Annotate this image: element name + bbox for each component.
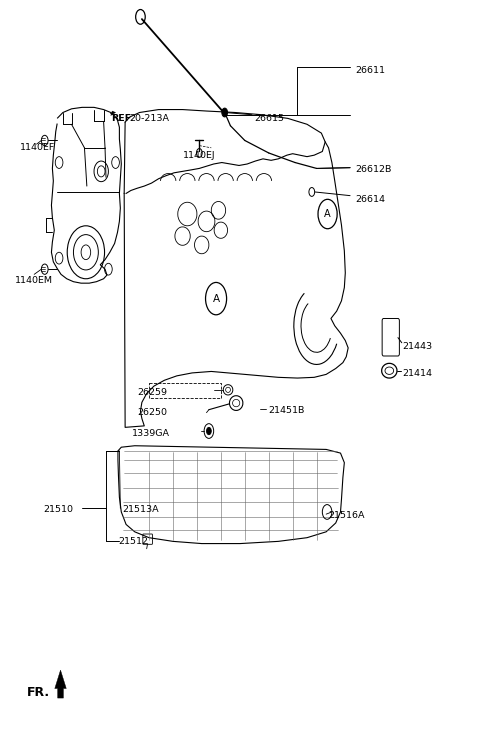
Text: REF.: REF. [111, 114, 133, 123]
Text: 26614: 26614 [355, 195, 385, 204]
Text: 26615: 26615 [254, 114, 284, 123]
Text: 26259: 26259 [137, 388, 167, 397]
Text: 21516A: 21516A [328, 511, 365, 520]
Text: 26611: 26611 [355, 66, 385, 75]
Text: 21451B: 21451B [269, 406, 305, 415]
Text: 20-213A: 20-213A [129, 114, 169, 123]
Text: 21513A: 21513A [123, 506, 159, 514]
Text: 1140EM: 1140EM [15, 276, 53, 284]
Text: A: A [213, 293, 220, 304]
Text: 1140EF: 1140EF [20, 143, 55, 153]
Text: 1140EJ: 1140EJ [182, 150, 215, 160]
Text: 21512: 21512 [118, 537, 148, 546]
Circle shape [206, 427, 211, 435]
Text: FR.: FR. [27, 685, 50, 699]
Text: 21414: 21414 [403, 369, 433, 378]
Text: 21443: 21443 [403, 342, 433, 351]
Polygon shape [111, 111, 116, 116]
Circle shape [222, 108, 228, 117]
Text: A: A [324, 209, 331, 219]
Text: 1339GA: 1339GA [132, 429, 170, 438]
Text: 21510: 21510 [44, 506, 74, 514]
Polygon shape [55, 670, 66, 698]
Text: 26250: 26250 [137, 408, 167, 417]
Text: 26612B: 26612B [355, 165, 391, 175]
